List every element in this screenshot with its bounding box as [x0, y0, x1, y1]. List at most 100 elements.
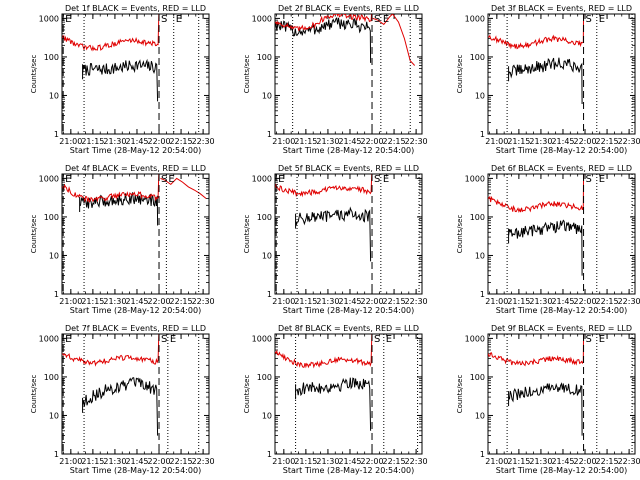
chart-panel-6: Det 6f BLACK = Events, RED = LLD 1 10 100 10… — [456, 164, 640, 315]
events-series-line — [295, 206, 372, 262]
x-axis-label: Start Time (28-May-12 20:54:00) — [70, 306, 201, 315]
x-tick-label: 21:30 — [529, 297, 552, 306]
events-series-line — [275, 17, 372, 63]
event-marker-label: E — [65, 334, 71, 345]
plot-frame — [487, 173, 636, 295]
event-marker-label: S — [586, 174, 592, 185]
plot-frame — [61, 333, 210, 455]
x-tick-label: 22:30 — [192, 297, 215, 306]
x-axis-label: Start Time (28-May-12 20:54:00) — [283, 146, 414, 155]
x-tick-label: 22:30 — [618, 297, 640, 306]
x-tick-label: 22:30 — [405, 137, 428, 146]
chart-title: Det 8f BLACK = Events, RED = LLD — [278, 324, 419, 333]
event-marker-label: S — [161, 334, 167, 345]
y-axis-label: Counts/sec — [30, 215, 38, 254]
x-tick-label: 21:15 — [81, 297, 104, 306]
lld-series-line — [275, 334, 373, 369]
x-tick-label: 22:15 — [170, 297, 193, 306]
y-tick-label: 1000 — [252, 14, 272, 23]
y-tick-label: 1000 — [39, 14, 59, 23]
x-tick-label: 22:15 — [596, 137, 619, 146]
lld-series-line — [372, 14, 416, 66]
x-tick-label: 21:30 — [529, 457, 552, 466]
events-series-line — [508, 57, 583, 105]
x-tick-label: 21:30 — [316, 137, 339, 146]
plot-frame — [487, 13, 636, 135]
x-tick-label: 21:30 — [316, 297, 339, 306]
y-tick-label: 10 — [49, 251, 59, 260]
x-tick-label: 22:30 — [405, 457, 428, 466]
x-tick-label: 21:15 — [507, 297, 530, 306]
chart-title: Det 9f BLACK = Events, RED = LLD — [491, 324, 632, 333]
x-tick-label: 21:45 — [125, 297, 148, 306]
x-tick-label: 22:00 — [573, 297, 596, 306]
chart-title: Det 3f BLACK = Events, RED = LLD — [491, 4, 632, 13]
event-marker-label: E — [386, 334, 392, 345]
x-tick-label: 22:30 — [618, 137, 640, 146]
x-tick-label: 21:45 — [338, 137, 361, 146]
y-tick-label: 10 — [262, 251, 272, 260]
event-marker-label: E — [599, 14, 605, 25]
x-tick-label: 22:15 — [170, 457, 193, 466]
x-tick-label: 22:00 — [147, 297, 170, 306]
x-tick-label: 22:00 — [573, 457, 596, 466]
x-tick-label: 21:15 — [81, 457, 104, 466]
lld-series-line — [62, 334, 160, 367]
y-axis-label: Counts/sec — [30, 375, 38, 414]
event-marker-label: S — [586, 334, 592, 345]
y-tick-label: 1000 — [465, 14, 485, 23]
event-marker-label: E — [176, 14, 182, 25]
series-group — [62, 334, 160, 436]
x-tick-label: 21:45 — [338, 457, 361, 466]
x-tick-label: 21:15 — [507, 457, 530, 466]
y-tick-label: 1 — [54, 290, 59, 299]
x-tick-label: 22:15 — [596, 457, 619, 466]
x-tick-label: 21:45 — [551, 297, 574, 306]
chart-title: Det 2f BLACK = Events, RED = LLD — [278, 4, 419, 13]
y-axis-label: Counts/sec — [456, 375, 464, 414]
lld-series-line — [62, 174, 160, 203]
x-tick-label: 21:30 — [316, 457, 339, 466]
event-marker-label: S — [586, 14, 592, 25]
x-tick-label: 22:15 — [596, 297, 619, 306]
chart-title: Det 1f BLACK = Events, RED = LLD — [65, 4, 206, 13]
event-marker-label: E — [65, 174, 71, 185]
chart-title: Det 6f BLACK = Events, RED = LLD — [491, 164, 632, 173]
event-marker-label: E — [383, 14, 389, 25]
events-series-line — [82, 58, 159, 102]
event-marker-label: E — [168, 174, 174, 185]
x-tick-label: 21:15 — [294, 297, 317, 306]
event-marker-label: E — [170, 334, 176, 345]
y-tick-label: 10 — [475, 91, 485, 100]
events-series-line — [508, 382, 583, 436]
y-tick-label: 1000 — [465, 174, 485, 183]
events-series-line — [508, 219, 583, 276]
x-tick-label: 21:00 — [59, 457, 82, 466]
chart-title: Det 4f BLACK = Events, RED = LLD — [65, 164, 206, 173]
x-tick-label: 21:00 — [485, 457, 508, 466]
x-axis-label: Start Time (28-May-12 20:54:00) — [283, 306, 414, 315]
y-tick-label: 100 — [257, 213, 272, 222]
y-tick-label: 100 — [257, 53, 272, 62]
y-tick-label: 10 — [49, 91, 59, 100]
y-tick-label: 10 — [49, 411, 59, 420]
chart-panel-7: Det 7f BLACK = Events, RED = LLD 1 10 100 10… — [30, 324, 215, 475]
x-tick-label: 21:45 — [551, 137, 574, 146]
plot-frame — [274, 333, 423, 455]
x-tick-label: 21:15 — [81, 137, 104, 146]
x-axis-label: Start Time (28-May-12 20:54:00) — [496, 306, 627, 315]
event-marker-label: S — [161, 174, 167, 185]
plot-frame — [61, 173, 210, 295]
y-tick-label: 1 — [267, 130, 272, 139]
series-group — [488, 334, 585, 436]
chart-panel-2: Det 2f BLACK = Events, RED = LLD 1 10 100 10… — [243, 4, 428, 155]
x-tick-label: 21:30 — [103, 137, 126, 146]
event-marker-label: S — [374, 174, 380, 185]
x-tick-label: 21:15 — [507, 137, 530, 146]
y-tick-label: 1000 — [252, 334, 272, 343]
y-tick-label: 100 — [44, 53, 59, 62]
y-tick-label: 100 — [470, 213, 485, 222]
x-tick-label: 22:00 — [360, 137, 383, 146]
y-tick-label: 100 — [257, 373, 272, 382]
